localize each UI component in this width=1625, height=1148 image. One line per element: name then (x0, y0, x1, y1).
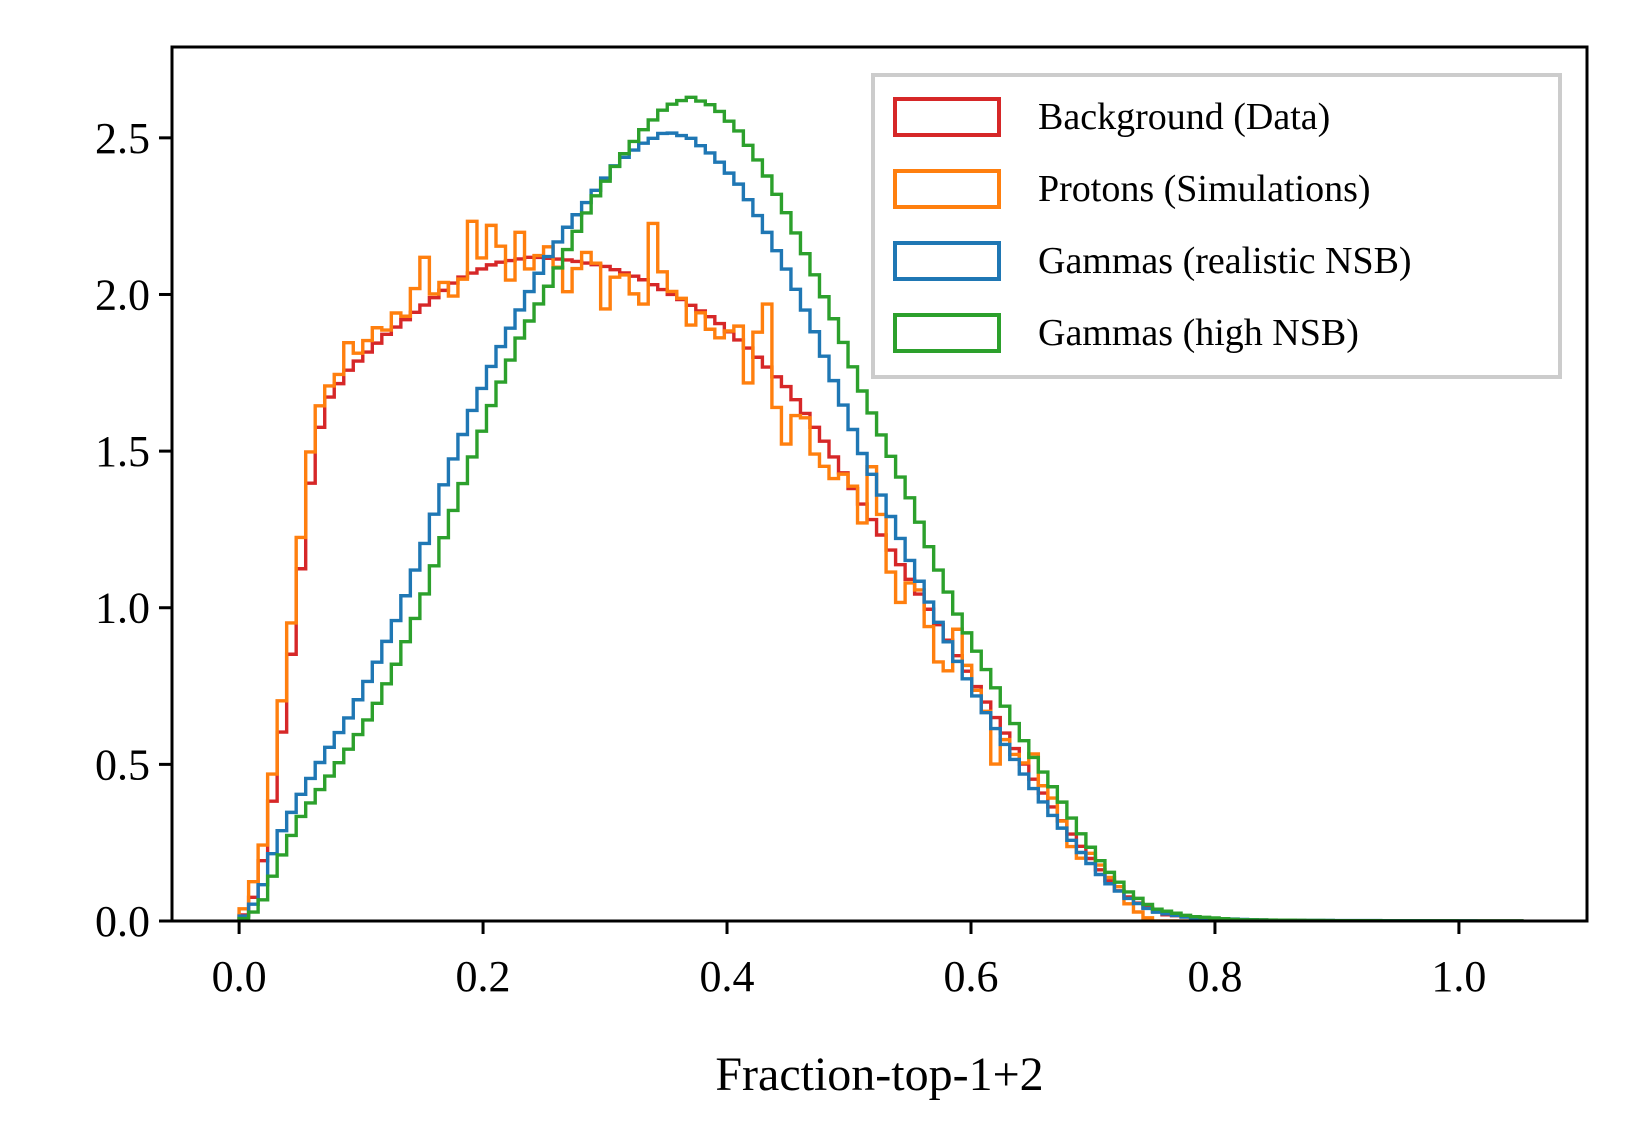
x-tick-label: 0.8 (1187, 952, 1242, 1001)
legend-box (871, 73, 1562, 379)
legend-label: Gammas (realistic NSB) (1038, 240, 1412, 282)
x-axis-label: Fraction-top-1+2 (715, 1048, 1043, 1101)
legend-swatch (893, 169, 1001, 209)
legend-swatch (893, 313, 1001, 353)
x-tick-label: 0.0 (212, 952, 267, 1001)
y-tick-label: 0.0 (95, 897, 150, 946)
y-tick-label: 1.5 (95, 427, 150, 476)
y-tick-label: 0.5 (95, 740, 150, 789)
legend: Background (Data) Protons (Simulations) Ga… (871, 73, 1562, 379)
y-tick-label: 1.0 (95, 584, 150, 633)
legend-label: Background (Data) (1038, 96, 1330, 138)
legend-label: Protons (Simulations) (1038, 168, 1371, 210)
series-line-2 (237, 219, 1524, 921)
plot-frame (170, 45, 1589, 923)
axes-layer: 0.0 0.2 0.4 0.6 0.8 1.0 0.0 0.5 1.0 1.5 2.0 2.5 (95, 114, 1486, 1001)
x-tick-label: 0.2 (456, 952, 511, 1001)
y-tick-label: 2.5 (95, 114, 150, 163)
y-tick-label: 2.0 (95, 270, 150, 319)
x-tick-label: 1.0 (1431, 952, 1486, 1001)
legend-label: Gammas (high NSB) (1038, 312, 1359, 354)
x-tick-label: 0.4 (700, 952, 755, 1001)
legend-swatch (893, 97, 1001, 137)
x-tick-label: 0.6 (943, 952, 998, 1001)
legend-swatch (893, 241, 1001, 281)
